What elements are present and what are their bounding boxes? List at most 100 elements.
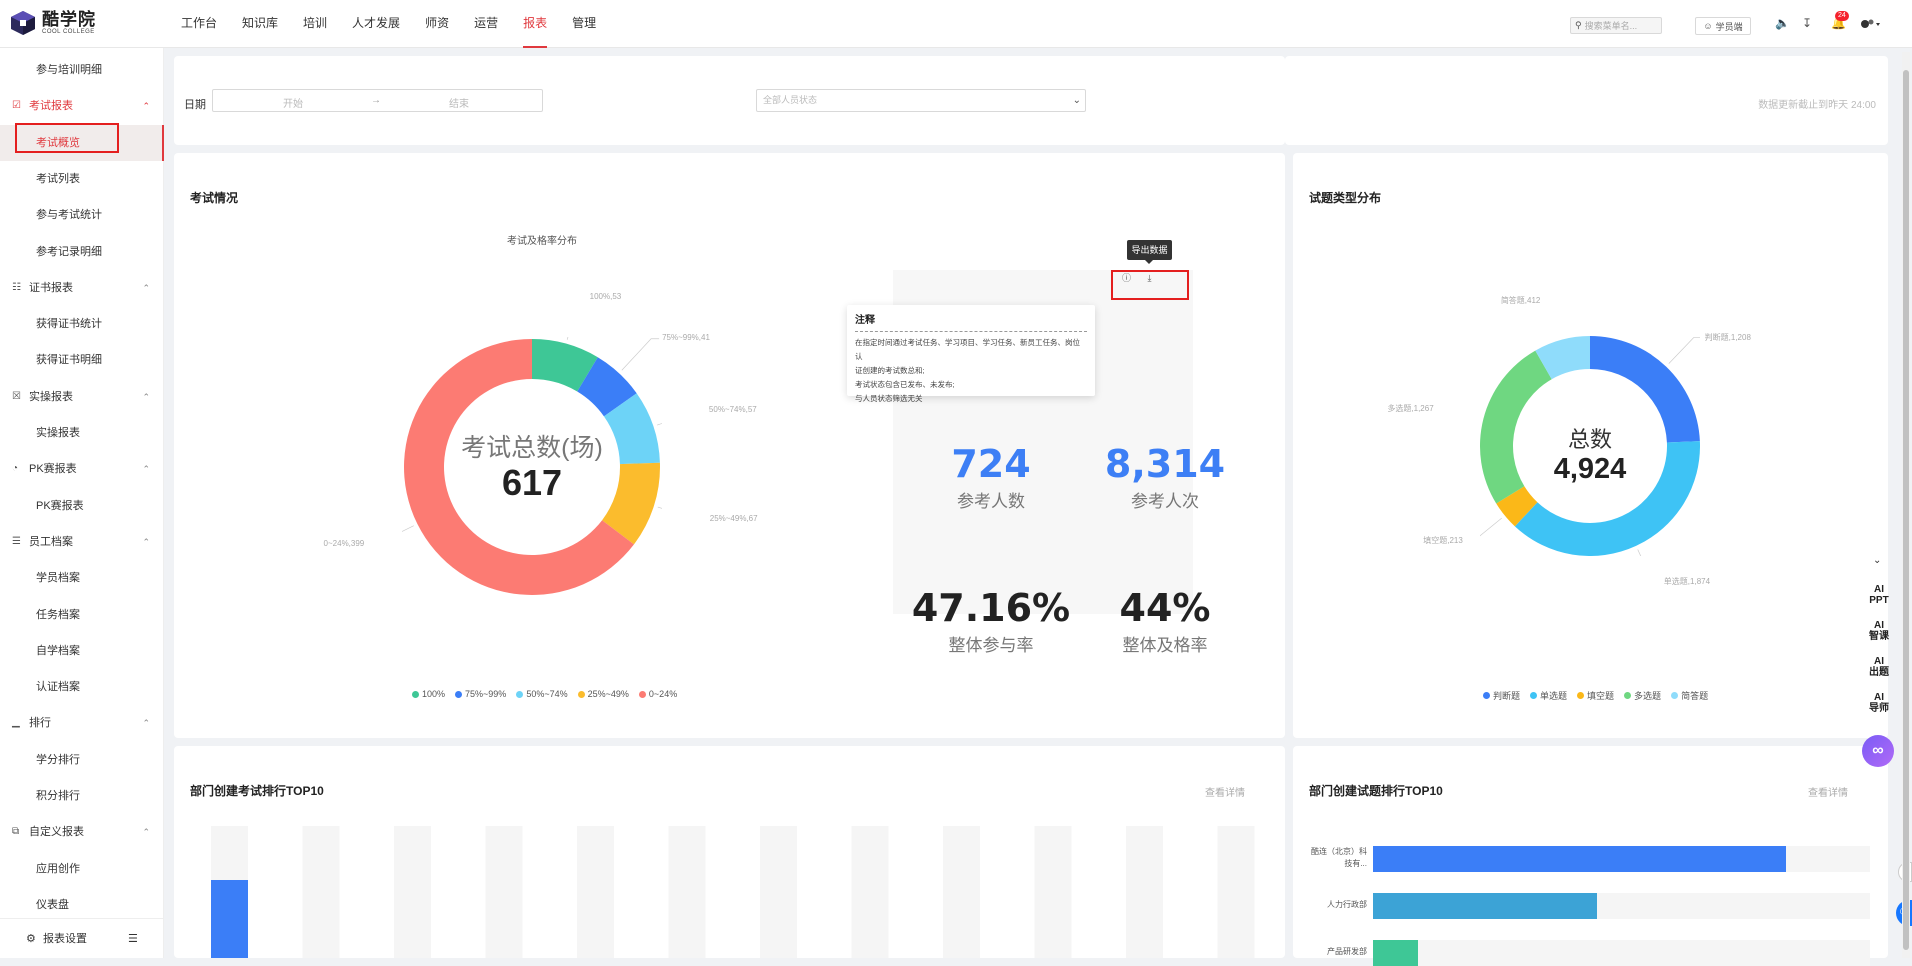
- sidebar-group[interactable]: ☷ 证书报表 ⌃: [0, 270, 164, 306]
- sidebar-item[interactable]: 考试列表: [0, 161, 164, 197]
- student-portal-button[interactable]: ☺ 学员端: [1695, 17, 1751, 35]
- legend-item[interactable]: 简答题: [1671, 689, 1708, 702]
- donut-slice[interactable]: [532, 339, 598, 392]
- legend-swatch: [412, 690, 419, 698]
- legend-item[interactable]: 25%~49%: [577, 689, 629, 699]
- donut-slice[interactable]: [577, 357, 637, 417]
- download-icon[interactable]: ↧: [1802, 16, 1813, 30]
- legend-item[interactable]: 判断题: [1483, 689, 1520, 702]
- date-end-input[interactable]: 结束: [449, 99, 469, 110]
- annotation-tooltip: 注释 在指定时间通过考试任务、学习项目、学习任务、新员工任务、岗位认 证创建的考…: [847, 305, 1095, 403]
- sidebar-item[interactable]: 实操报表: [0, 415, 164, 451]
- legend-item[interactable]: 100%: [412, 689, 445, 699]
- sidebar-item-label: 参考记录明细: [36, 245, 102, 258]
- legend-item[interactable]: 单选题: [1530, 689, 1567, 702]
- donut-slice[interactable]: [1496, 486, 1538, 527]
- export-icon[interactable]: ⤓: [1147, 273, 1152, 283]
- nav-item[interactable]: 报表: [523, 0, 548, 48]
- staff-status-select[interactable]: 全部人员状态 ⌄: [756, 89, 1086, 112]
- sidebar-item[interactable]: 认证档案: [0, 669, 164, 705]
- stat-participants: 724 参考人数: [921, 445, 1061, 512]
- legend-item[interactable]: 50%~74%: [516, 689, 568, 699]
- legend-swatch: [1483, 692, 1490, 699]
- sidebar-item[interactable]: 应用创作: [0, 851, 164, 887]
- app-logo[interactable]: 酷学院 COOL COLLEGE: [10, 10, 96, 36]
- collapse-ai-panel-icon[interactable]: ⌄: [1873, 555, 1882, 566]
- sidebar-group[interactable]: ☰ 员工档案 ⌃: [0, 524, 164, 560]
- nav-item[interactable]: 运营: [474, 16, 499, 30]
- sidebar-item[interactable]: 参与培训明细: [0, 52, 164, 88]
- nav-item[interactable]: 培训: [303, 16, 328, 30]
- donut-slice[interactable]: [603, 393, 660, 465]
- sidebar-item[interactable]: 学分排行: [0, 742, 164, 778]
- slice-leader-line: [402, 525, 414, 532]
- ai-tool-button[interactable]: AI PPT: [1869, 584, 1889, 606]
- sidebar-group[interactable]: ☑ 考试报表 ⌃: [0, 88, 164, 124]
- sidebar-group[interactable]: ▁ 排行 ⌃: [0, 705, 164, 741]
- ai-assistant-icon[interactable]: ∞: [1862, 735, 1894, 767]
- sidebar-item[interactable]: 参考记录明细: [0, 234, 164, 270]
- legend-item[interactable]: 多选题: [1624, 689, 1661, 702]
- legend-item[interactable]: 0~24%: [638, 689, 677, 699]
- sidebar-item[interactable]: 获得证书明细: [0, 342, 164, 378]
- hbar-fill[interactable]: [1373, 846, 1786, 872]
- date-label: 日期: [184, 99, 206, 111]
- ai-tool-button[interactable]: AI 出题: [1869, 656, 1889, 678]
- dept-question-view-details-link[interactable]: 查看详情: [1808, 788, 1848, 799]
- sidebar-item[interactable]: 参与考试统计: [0, 197, 164, 233]
- exam-card-title: 考试情况: [190, 191, 239, 205]
- hbar-fill[interactable]: [1373, 940, 1418, 966]
- sidebar-item[interactable]: 学员档案: [0, 560, 164, 596]
- question-type-donut-chart: [1480, 336, 1700, 556]
- chevron-up-icon: ⌃: [142, 464, 150, 475]
- speaker-icon[interactable]: 🔈: [1775, 16, 1790, 30]
- logo-subtitle: COOL COLLEGE: [42, 29, 95, 35]
- legend-item[interactable]: 填空题: [1577, 689, 1614, 702]
- ai-tool-button[interactable]: AI 智课: [1869, 620, 1889, 642]
- sidebar-item[interactable]: PK赛报表: [0, 488, 164, 524]
- nav-item[interactable]: 人才发展: [352, 16, 401, 30]
- sidebar-group[interactable]: ◔ PK赛报表 ⌃: [0, 451, 164, 487]
- scrollbar-thumb[interactable]: [1903, 70, 1909, 950]
- info-icon[interactable]: ⓘ: [1122, 273, 1132, 283]
- bar-background: [668, 826, 706, 958]
- dept-question-ranking-title: 部门创建试题排行TOP10: [1309, 784, 1443, 798]
- bar-background: [302, 826, 340, 958]
- donut-slice[interactable]: [1590, 336, 1700, 443]
- collapse-sidebar-icon[interactable]: ☰: [128, 933, 138, 945]
- donut-slice[interactable]: [1480, 350, 1552, 504]
- sidebar-group[interactable]: ⧉ 自定义报表 ⌃: [0, 814, 164, 850]
- report-settings[interactable]: ⚙ 报表设置 ☰: [0, 918, 164, 958]
- legend-item[interactable]: 75%~99%: [455, 689, 506, 699]
- menu-search-input[interactable]: ⚲ 搜索菜单名...: [1570, 17, 1662, 34]
- user-avatar[interactable]: [1860, 17, 1882, 31]
- hbar-fill[interactable]: [1373, 893, 1597, 919]
- page-scrollbar[interactable]: [1902, 52, 1910, 958]
- nav-item[interactable]: 工作台: [181, 16, 218, 30]
- sidebar-item[interactable]: 积分排行: [0, 778, 164, 814]
- donut-slice[interactable]: [404, 339, 634, 595]
- slice-label: 75%~99%,41: [662, 332, 710, 342]
- donut-slice[interactable]: [1514, 441, 1700, 556]
- annotation-title: 注释: [855, 311, 1087, 332]
- user-icon: ☺: [1703, 21, 1713, 31]
- bar-background: [1217, 826, 1255, 958]
- sidebar-item[interactable]: 仪表盘: [0, 887, 164, 923]
- sidebar-item[interactable]: 任务档案: [0, 597, 164, 633]
- sidebar-item[interactable]: 考试概览: [0, 124, 164, 161]
- sidebar-group[interactable]: ☒ 实操报表 ⌃: [0, 379, 164, 415]
- sidebar-item[interactable]: 获得证书统计: [0, 306, 164, 342]
- donut-slice[interactable]: [1535, 336, 1590, 380]
- nav-item[interactable]: 师资: [425, 16, 450, 30]
- donut-slice[interactable]: [602, 462, 660, 545]
- date-start-input[interactable]: 开始: [283, 99, 303, 110]
- dept-exam-view-details-link[interactable]: 查看详情: [1205, 788, 1245, 799]
- settings-icon: ⚙: [26, 933, 36, 945]
- date-range-picker[interactable]: 开始 → 结束: [212, 89, 543, 112]
- question-total-label: 总数: [1567, 427, 1612, 452]
- nav-item[interactable]: 知识库: [242, 16, 279, 30]
- slice-label: 0~24%,399: [323, 538, 365, 548]
- nav-item[interactable]: 管理: [572, 16, 597, 30]
- sidebar-item[interactable]: 自学档案: [0, 633, 164, 669]
- ai-tool-button[interactable]: AI 导师: [1869, 692, 1889, 714]
